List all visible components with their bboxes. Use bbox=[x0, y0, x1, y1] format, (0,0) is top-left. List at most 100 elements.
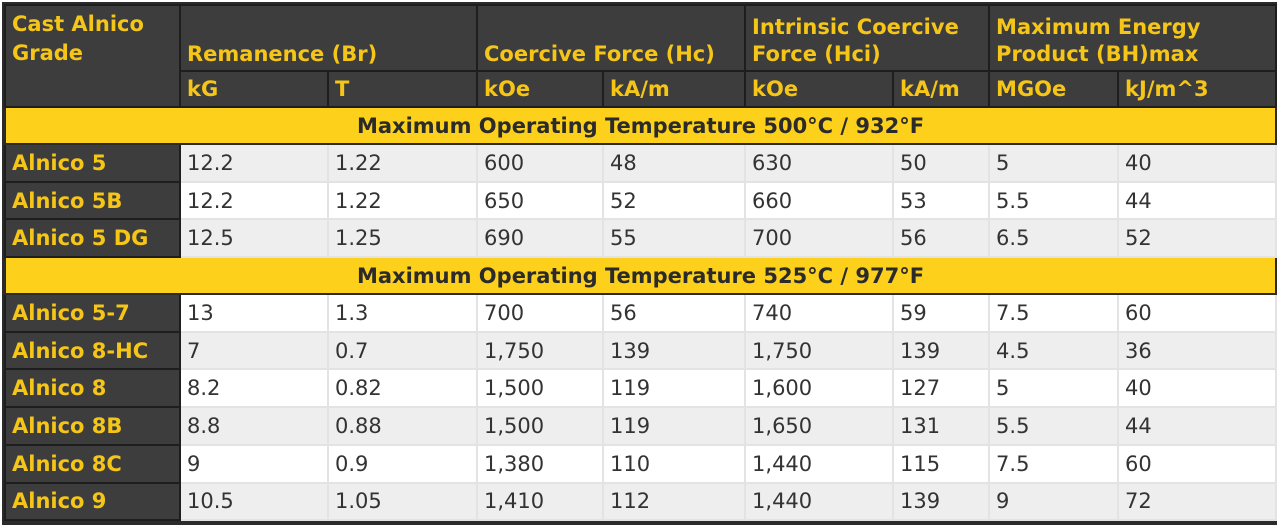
value-cell: 700 bbox=[744, 218, 895, 259]
value-cell: 9 bbox=[988, 481, 1120, 522]
table-row: Alnico 5 12.2 1.22 600 48 630 50 5 40 bbox=[4, 143, 1278, 183]
value-cell: 112 bbox=[602, 481, 747, 522]
header-coercive-force: Coercive Force (Hc) bbox=[476, 4, 747, 72]
value-cell: 0.7 bbox=[326, 330, 479, 371]
grade-cell: Alnico 8B bbox=[4, 406, 181, 446]
value-cell: 44 bbox=[1117, 406, 1278, 446]
value-cell: 110 bbox=[602, 443, 747, 484]
value-cell: 9 bbox=[179, 443, 329, 484]
value-cell: 52 bbox=[602, 180, 747, 221]
value-cell: 36 bbox=[1117, 330, 1278, 371]
section-header-row: Maximum Operating Temperature 525°C / 97… bbox=[3, 256, 1278, 296]
value-cell: 5.5 bbox=[988, 406, 1120, 446]
value-cell: 1.3 bbox=[326, 293, 479, 333]
value-cell: 740 bbox=[744, 293, 895, 333]
table-row: Alnico 8C 9 0.9 1,380 110 1,440 115 7.5 60 bbox=[4, 443, 1278, 484]
value-cell: 1,500 bbox=[476, 368, 605, 409]
table-row: Alnico 9 10.5 1.05 1,410 112 1,440 139 9 72 bbox=[4, 481, 1278, 522]
value-cell: 1.05 bbox=[326, 481, 479, 522]
value-cell: 40 bbox=[1117, 143, 1278, 183]
value-cell: 7.5 bbox=[988, 293, 1120, 333]
grade-cell: Alnico 9 bbox=[4, 481, 181, 522]
value-cell: 6.5 bbox=[988, 218, 1120, 259]
value-cell: 690 bbox=[476, 218, 605, 259]
value-cell: 650 bbox=[476, 180, 605, 221]
section-title: Maximum Operating Temperature 525°C / 97… bbox=[3, 256, 1278, 296]
table-row: Alnico 5-7 13 1.3 700 56 740 59 7.5 60 bbox=[4, 293, 1278, 333]
value-cell: 700 bbox=[476, 293, 605, 333]
value-cell: 60 bbox=[1117, 443, 1278, 484]
value-cell: 44 bbox=[1117, 180, 1278, 221]
value-cell: 72 bbox=[1117, 481, 1278, 522]
header-grade: Cast Alnico Grade bbox=[4, 4, 181, 108]
value-cell: 0.88 bbox=[326, 406, 479, 446]
value-cell: 5.5 bbox=[988, 180, 1120, 221]
value-cell: 1,380 bbox=[476, 443, 605, 484]
value-cell: 12.2 bbox=[179, 143, 329, 183]
value-cell: 131 bbox=[892, 406, 991, 446]
value-cell: 139 bbox=[602, 330, 747, 371]
value-cell: 12.2 bbox=[179, 180, 329, 221]
header-remanence: Remanence (Br) bbox=[178, 4, 479, 72]
section-header-row: Maximum Operating Temperature 500°C / 93… bbox=[3, 106, 1278, 145]
unit-bh-mgoe: MGOe bbox=[988, 70, 1120, 108]
value-cell: 48 bbox=[602, 143, 747, 183]
value-cell: 55 bbox=[602, 218, 747, 259]
grade-cell: Alnico 8C bbox=[4, 443, 181, 484]
table-row: Alnico 5B 12.2 1.22 650 52 660 53 5.5 44 bbox=[4, 180, 1278, 221]
value-cell: 8.2 bbox=[179, 368, 329, 409]
value-cell: 1,410 bbox=[476, 481, 605, 522]
table-row: Alnico 5 DG 12.5 1.25 690 55 700 56 6.5 52 bbox=[4, 218, 1278, 259]
value-cell: 139 bbox=[892, 330, 991, 371]
value-cell: 1,650 bbox=[744, 406, 895, 446]
unit-hci-koe: kOe bbox=[744, 70, 895, 108]
table-row: Alnico 8B 8.8 0.88 1,500 119 1,650 131 5.5 44 bbox=[4, 406, 1278, 446]
alnico-properties-table: Cast Alnico Grade Remanence (Br) Coerciv… bbox=[3, 4, 1278, 522]
value-cell: 1.22 bbox=[326, 143, 479, 183]
value-cell: 40 bbox=[1117, 368, 1278, 409]
value-cell: 1.25 bbox=[326, 218, 479, 259]
unit-hc-kam: kA/m bbox=[602, 70, 747, 108]
grade-cell: Alnico 8-HC bbox=[4, 330, 181, 371]
value-cell: 8.8 bbox=[179, 406, 329, 446]
value-cell: 56 bbox=[892, 218, 991, 259]
header-row-units: kG T kOe kA/m kOe kA/m MGOe kJ/m^3 bbox=[5, 70, 1278, 108]
value-cell: 7 bbox=[179, 330, 329, 371]
value-cell: 119 bbox=[602, 406, 747, 446]
value-cell: 4.5 bbox=[988, 330, 1120, 371]
value-cell: 1,600 bbox=[744, 368, 895, 409]
value-cell: 52 bbox=[1117, 218, 1278, 259]
grade-cell: Alnico 8 bbox=[4, 368, 181, 409]
value-cell: 1,440 bbox=[744, 481, 895, 522]
unit-hci-kam: kA/m bbox=[892, 70, 991, 108]
value-cell: 0.82 bbox=[326, 368, 479, 409]
value-cell: 139 bbox=[892, 481, 991, 522]
value-cell: 13 bbox=[179, 293, 329, 333]
value-cell: 56 bbox=[602, 293, 747, 333]
value-cell: 59 bbox=[892, 293, 991, 333]
value-cell: 1,440 bbox=[744, 443, 895, 484]
header-max-energy-product: Maximum Energy Product (BH)max bbox=[988, 4, 1278, 72]
grade-cell: Alnico 5 DG bbox=[4, 218, 181, 259]
value-cell: 0.9 bbox=[326, 443, 479, 484]
unit-br-kg: kG bbox=[179, 70, 329, 108]
value-cell: 53 bbox=[892, 180, 991, 221]
value-cell: 630 bbox=[744, 143, 895, 183]
header-intrinsic-coercive-force: Intrinsic Coercive Force (Hci) bbox=[744, 4, 991, 72]
value-cell: 5 bbox=[988, 368, 1120, 409]
value-cell: 10.5 bbox=[179, 481, 329, 522]
value-cell: 50 bbox=[892, 143, 991, 183]
value-cell: 115 bbox=[892, 443, 991, 484]
value-cell: 60 bbox=[1117, 293, 1278, 333]
value-cell: 1,750 bbox=[744, 330, 895, 371]
unit-bh-kjm3: kJ/m^3 bbox=[1117, 70, 1278, 108]
header-row-groups: Cast Alnico Grade Remanence (Br) Coerciv… bbox=[4, 4, 1278, 108]
value-cell: 7.5 bbox=[988, 443, 1120, 484]
value-cell: 1,500 bbox=[476, 406, 605, 446]
value-cell: 12.5 bbox=[179, 218, 329, 259]
value-cell: 127 bbox=[892, 368, 991, 409]
value-cell: 119 bbox=[602, 368, 747, 409]
table-body: Maximum Operating Temperature 500°C / 93… bbox=[3, 106, 1278, 522]
value-cell: 600 bbox=[476, 143, 605, 183]
